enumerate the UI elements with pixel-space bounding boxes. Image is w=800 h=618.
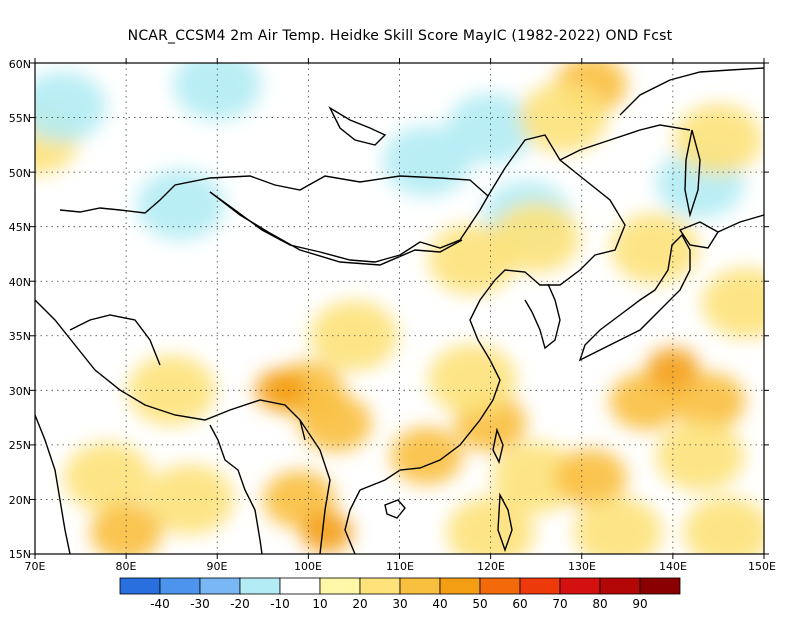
colorbar-label: 20 bbox=[352, 597, 367, 611]
colorbar-label: 90 bbox=[632, 597, 647, 611]
coast-bangladesh bbox=[209, 424, 263, 554]
colorbar-label: 50 bbox=[472, 597, 487, 611]
skill-score-patch bbox=[136, 169, 225, 241]
lon-tick-label: 80E bbox=[116, 560, 137, 573]
lon-tick-label: 70E bbox=[25, 560, 46, 573]
colorbar-label: 30 bbox=[392, 597, 407, 611]
lat-tick-label: 20N bbox=[9, 494, 31, 507]
skill-score-patch bbox=[382, 126, 471, 197]
lat-tick-label: 25N bbox=[9, 439, 31, 452]
coast-russia-north bbox=[59, 175, 489, 263]
map-title: NCAR_CCSM4 2m Air Temp. Heidke Skill Sco… bbox=[127, 28, 673, 44]
skill-score-patch bbox=[90, 503, 163, 554]
colorbar-swatch bbox=[199, 577, 241, 595]
skill-score-patch bbox=[63, 442, 152, 513]
coast-korea bbox=[524, 283, 561, 350]
skill-score-patch bbox=[574, 496, 663, 554]
lon-tick-label: 110E bbox=[386, 560, 414, 573]
skill-score-patch bbox=[428, 224, 517, 295]
coast-kamchatka-okhotsk bbox=[619, 67, 764, 116]
lat-tick-label: 60N bbox=[9, 58, 31, 71]
skill-score-patch bbox=[428, 344, 517, 415]
lat-tick-label: 15N bbox=[9, 548, 31, 561]
coast-china-east bbox=[359, 279, 501, 491]
heidke-skill-field bbox=[35, 63, 764, 554]
coast-sakhalin bbox=[684, 129, 701, 218]
coast-lake-baikal bbox=[328, 106, 387, 146]
skill-score-patch bbox=[673, 372, 746, 431]
colorbar-label: 70 bbox=[552, 597, 567, 611]
colorbar-label: -20 bbox=[230, 597, 250, 611]
coast-mongolia-border bbox=[209, 191, 463, 266]
lon-tick-label: 150E bbox=[748, 560, 776, 573]
coast-japan-honshu bbox=[578, 233, 691, 362]
coast-india-border bbox=[35, 299, 306, 441]
lon-tick-label: 100E bbox=[294, 560, 322, 573]
colorbar-label: 10 bbox=[312, 597, 327, 611]
skill-score-patch bbox=[492, 442, 581, 513]
coastlines bbox=[35, 67, 764, 554]
colorbar-swatch bbox=[439, 577, 481, 595]
colorbar-swatch bbox=[599, 577, 641, 595]
lat-tick-label: 55N bbox=[9, 112, 31, 125]
coast-taiwan bbox=[492, 427, 504, 465]
skill-score-patch bbox=[656, 420, 745, 491]
lon-tick-label: 140E bbox=[659, 560, 687, 573]
coast-hainan bbox=[384, 499, 406, 519]
graticule bbox=[35, 63, 764, 554]
lat-tick-label: 40N bbox=[9, 276, 31, 289]
skill-score-patch bbox=[701, 267, 764, 339]
lon-tick-label: 130E bbox=[568, 560, 596, 573]
skill-score-patch bbox=[610, 213, 699, 284]
skill-score-patch bbox=[309, 300, 398, 371]
coast-japan-hokkaido bbox=[678, 221, 719, 249]
lon-tick-label: 120E bbox=[477, 560, 505, 573]
colorbar-swatch bbox=[359, 577, 401, 595]
skill-score-patch bbox=[127, 355, 216, 426]
colorbar-swatch bbox=[519, 577, 561, 595]
lat-tick-label: 50N bbox=[9, 167, 31, 180]
skill-score-patch bbox=[390, 427, 463, 485]
skill-score-patch bbox=[299, 394, 372, 452]
skill-score-patch bbox=[554, 448, 627, 507]
colorbar-label: 60 bbox=[512, 597, 527, 611]
coast-india-west bbox=[35, 414, 71, 554]
coast-okhotsk-west bbox=[559, 124, 691, 161]
skill-score-patch bbox=[446, 93, 535, 164]
skill-score-patch bbox=[646, 347, 699, 390]
colorbar-label: -30 bbox=[190, 597, 210, 611]
coast-tibet-border bbox=[69, 314, 161, 366]
colorbar-swatch bbox=[159, 577, 201, 595]
coast-myanmar bbox=[299, 419, 331, 554]
coast-kuril bbox=[717, 214, 764, 233]
lat-tick-label: 35N bbox=[9, 330, 31, 343]
colorbar bbox=[119, 577, 681, 595]
skill-score-patch bbox=[300, 511, 353, 553]
colorbar-swatch bbox=[319, 577, 361, 595]
skill-score-patch bbox=[255, 369, 308, 412]
skill-score-patch bbox=[674, 104, 763, 175]
colorbar-swatch bbox=[559, 577, 601, 595]
colorbar-swatch bbox=[239, 577, 281, 595]
colorbar-swatch bbox=[639, 577, 681, 595]
lat-tick-label: 30N bbox=[9, 385, 31, 398]
skill-score-patch bbox=[683, 496, 764, 554]
colorbar-swatch bbox=[119, 577, 161, 595]
colorbar-label: -40 bbox=[150, 597, 170, 611]
colorbar-label: -10 bbox=[270, 597, 290, 611]
colorbar-swatch bbox=[279, 577, 321, 595]
colorbar-label: 40 bbox=[432, 597, 447, 611]
colorbar-swatch bbox=[479, 577, 521, 595]
coast-manchuria bbox=[487, 134, 626, 286]
coast-indochina bbox=[344, 489, 361, 554]
colorbar-label: 80 bbox=[592, 597, 607, 611]
skill-score-patch bbox=[35, 71, 107, 142]
colorbar-swatch bbox=[399, 577, 441, 595]
axis-ticks bbox=[30, 58, 769, 559]
lat-tick-label: 45N bbox=[9, 221, 31, 234]
lon-tick-label: 90E bbox=[207, 560, 228, 573]
coast-philippines bbox=[497, 492, 513, 553]
